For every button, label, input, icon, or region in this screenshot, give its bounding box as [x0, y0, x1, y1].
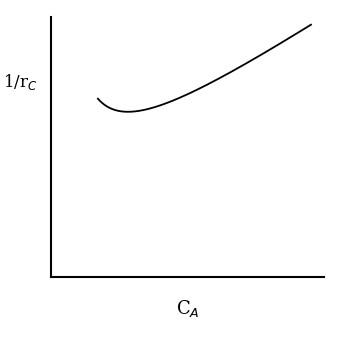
Y-axis label: 1/r$_C$: 1/r$_C$ — [3, 72, 38, 92]
X-axis label: C$_A$: C$_A$ — [176, 298, 199, 319]
